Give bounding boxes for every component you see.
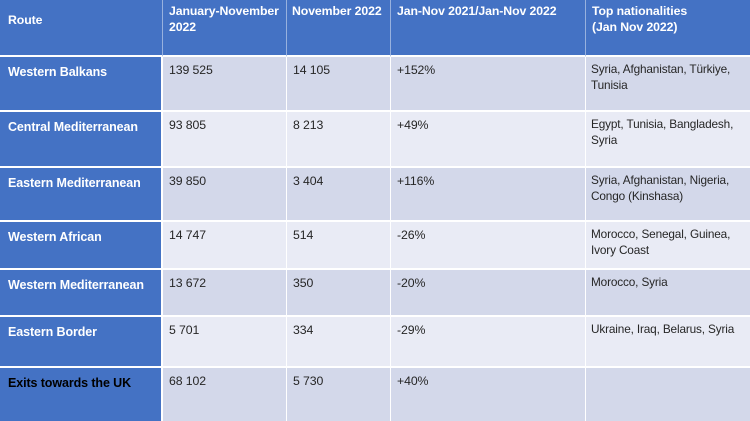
nationalities-cell	[586, 368, 750, 421]
nationalities-cell: Morocco, Syria	[586, 270, 750, 317]
change-cell: -20%	[391, 270, 586, 317]
jan-nov-2022-cell: 39 850	[163, 168, 287, 222]
route-cell: Exits towards the UK	[0, 368, 163, 421]
jan-nov-2022-cell: 68 102	[163, 368, 287, 421]
nationalities-cell: Syria, Afghanistan, Nigeria, Congo (Kins…	[586, 168, 750, 222]
table-row: Western Balkans 139 525 14 105 +152% Syria, …	[0, 57, 750, 112]
change-cell: -26%	[391, 222, 586, 270]
change-cell: +116%	[391, 168, 586, 222]
route-cell: Central Mediterranean	[0, 112, 163, 168]
jan-nov-2022-cell: 13 672	[163, 270, 287, 317]
change-cell: +152%	[391, 57, 586, 112]
table-row: Exits towards the UK 68 102 5 730 +40%	[0, 368, 750, 421]
change-cell: +40%	[391, 368, 586, 421]
table-row: Western Mediterranean 13 672 350 -20% Morocc…	[0, 270, 750, 317]
nationalities-cell: Morocco, Senegal, Guinea, Ivory Coast	[586, 222, 750, 270]
route-cell: Eastern Border	[0, 317, 163, 368]
jan-nov-2022-cell: 139 525	[163, 57, 287, 112]
november-2022-cell: 14 105	[287, 57, 391, 112]
november-2022-cell: 5 730	[287, 368, 391, 421]
table-header-row: Route January-November 2022 November 202…	[0, 0, 750, 57]
november-2022-cell: 334	[287, 317, 391, 368]
table-row: Eastern Mediterranean 39 850 3 404 +116% Syr…	[0, 168, 750, 222]
column-header-top-nationalities: Top nationalities (Jan Nov 2022)	[586, 0, 750, 57]
jan-nov-2022-cell: 5 701	[163, 317, 287, 368]
route-cell: Western African	[0, 222, 163, 270]
change-cell: +49%	[391, 112, 586, 168]
november-2022-cell: 8 213	[287, 112, 391, 168]
column-header-change: Jan-Nov 2021/Jan-Nov 2022	[391, 0, 586, 57]
column-header-jan-nov-2022: January-November 2022	[163, 0, 287, 57]
nationalities-cell: Syria, Afghanistan, Türkiye, Tunisia	[586, 57, 750, 112]
change-cell: -29%	[391, 317, 586, 368]
november-2022-cell: 514	[287, 222, 391, 270]
table-row: Central Mediterranean 93 805 8 213 +49% Egyp…	[0, 112, 750, 168]
route-cell: Western Balkans	[0, 57, 163, 112]
november-2022-cell: 350	[287, 270, 391, 317]
table-body: Western Balkans 139 525 14 105 +152% Syria, …	[0, 57, 750, 421]
table-row: Western African 14 747 514 -26% Morocco, Sen…	[0, 222, 750, 270]
column-header-november-2022: November 2022	[287, 0, 391, 57]
route-cell: Western Mediterranean	[0, 270, 163, 317]
table-row: Eastern Border 5 701 334 -29% Ukraine, Iraq,…	[0, 317, 750, 368]
jan-nov-2022-cell: 93 805	[163, 112, 287, 168]
column-header-route: Route	[0, 0, 163, 57]
november-2022-cell: 3 404	[287, 168, 391, 222]
jan-nov-2022-cell: 14 747	[163, 222, 287, 270]
nationalities-cell: Egypt, Tunisia, Bangladesh, Syria	[586, 112, 750, 168]
nationalities-cell: Ukraine, Iraq, Belarus, Syria	[586, 317, 750, 368]
route-cell: Eastern Mediterranean	[0, 168, 163, 222]
